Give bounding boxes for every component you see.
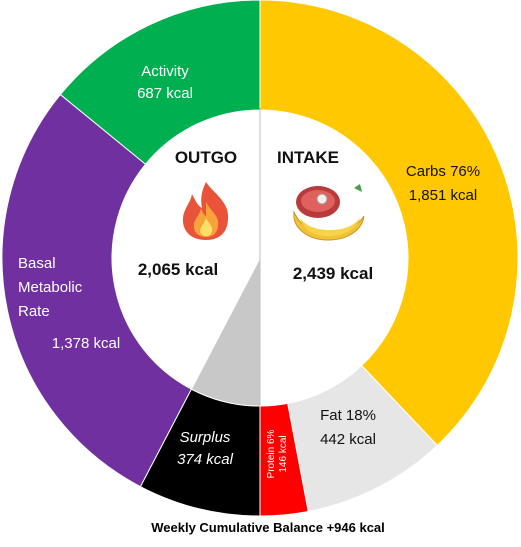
- protein-label: Protein 6%146 kcal: [266, 429, 289, 478]
- bmr-value-label: 1,378 kcal: [52, 335, 120, 352]
- bmr-label: Basal Metabolic Rate: [18, 255, 83, 320]
- flame-icon: [182, 182, 229, 240]
- food-icon: [293, 184, 365, 241]
- weekly-balance-footer: Weekly Cumulative Balance +946 kcal: [151, 520, 385, 535]
- segment-labels: Carbs 76% 1,851 kcal Fat 18% 442 kcal Protei…: [18, 63, 480, 478]
- outgo-total: 2,065 kcal: [138, 260, 218, 279]
- fat-label: Fat 18% 442 kcal: [320, 407, 376, 448]
- intake-total: 2,439 kcal: [293, 264, 373, 283]
- outgo-heading: OUTGO: [175, 148, 237, 167]
- intake-heading: INTAKE: [277, 148, 339, 167]
- activity-label: Activity 687 kcal: [137, 63, 193, 102]
- surplus-label: Surplus 374 kcal: [177, 429, 234, 468]
- donut-segments: [1, 0, 519, 517]
- carbs-label: Carbs 76% 1,851 kcal: [406, 163, 480, 204]
